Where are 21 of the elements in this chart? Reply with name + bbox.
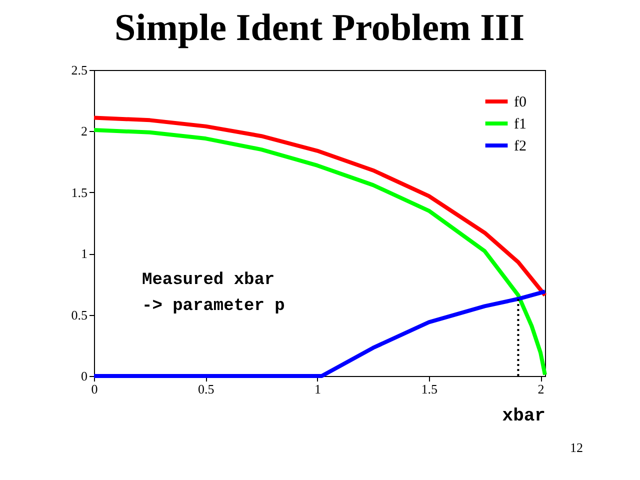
x-tick-label: 1 — [314, 382, 322, 396]
x-tick-label: 2 — [538, 382, 544, 396]
line-series — [92, 128, 547, 377]
chart-title: Simple Ident Problem III — [114, 7, 524, 49]
line-series — [92, 116, 547, 298]
x-tick-label: 0 — [91, 382, 98, 396]
y-tick-label: 2.5 — [71, 62, 88, 78]
line-series — [92, 290, 547, 378]
y-tick-label: 1 — [81, 246, 88, 262]
y-tick-label: 2 — [81, 124, 88, 139]
y-tick-label: 1.5 — [71, 184, 88, 200]
legend-label: f2 — [514, 138, 526, 154]
x-tick-label: 1.5 — [421, 382, 438, 396]
x-axis-title: xbar — [502, 406, 546, 426]
y-tick-label: 0.5 — [71, 307, 88, 322]
y-tick-label: 0 — [81, 368, 88, 384]
x-tick-label: 0.5 — [198, 382, 214, 396]
text: 12 — [570, 440, 583, 456]
legend-label: f0 — [514, 94, 526, 110]
annotation: Measured xbar -> parameter p — [142, 270, 285, 318]
legend-label: f1 — [514, 116, 526, 132]
